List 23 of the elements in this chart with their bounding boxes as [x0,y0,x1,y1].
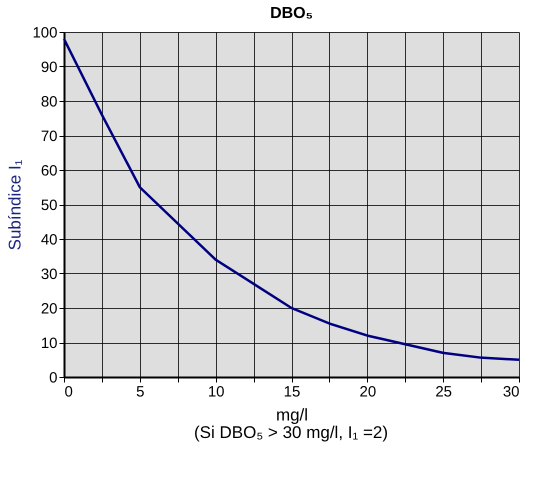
x-tick-label: 0 [64,384,73,400]
line-series [62,38,520,361]
y-tick-label: 30 [40,266,58,283]
y-tick-label: 100 [32,24,58,42]
y-tick-label: 80 [40,94,58,110]
y-tick-label: 70 [40,128,58,145]
chart-title: DBO₅ [270,5,313,22]
x-axis-title: mg/l [276,406,308,424]
x-tick-label: 15 [284,384,300,400]
text: (Si DBO₅ > 30 mg/l, I₁ =2) [194,423,388,442]
y-tick-label: 10 [40,335,58,352]
y-tick-label: 20 [40,300,58,318]
x-tick-label: 25 [435,384,452,400]
x-tick-label: 5 [136,384,145,400]
x-tick-label: 10 [208,384,225,400]
y-tick-label: 50 [40,197,58,214]
x-tick-label: 20 [359,384,376,400]
y-tick-label: 90 [40,59,58,76]
y-axis-title: Subíndice I₁ [5,159,24,250]
x-tick-label: 30 [502,384,520,400]
y-tick-label: 0 [49,370,58,386]
y-tick-label: 60 [40,162,58,180]
y-tick-label: 40 [40,232,58,248]
